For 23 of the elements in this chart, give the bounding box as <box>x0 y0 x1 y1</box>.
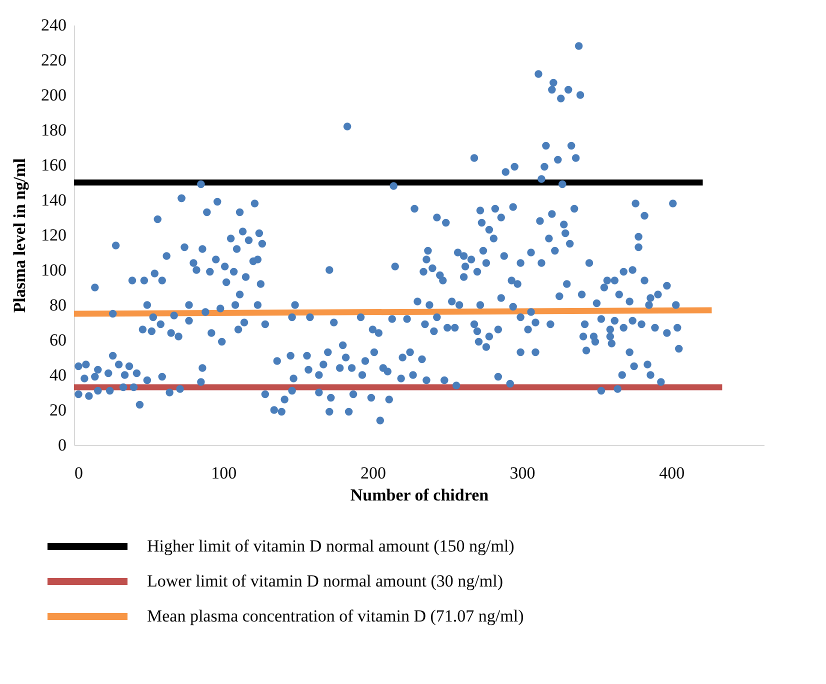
y-tick-label: 200 <box>41 86 66 104</box>
y-tick-label: 140 <box>41 190 66 210</box>
legend-label: Mean plasma concentration of vitamin D (71.07 ng/ml) <box>147 606 524 626</box>
y-tick-label: 40 <box>50 366 66 384</box>
x-tick-label: 0 <box>74 464 83 482</box>
x-tick-label: 300 <box>510 464 536 482</box>
y-tick-label: 80 <box>50 296 66 314</box>
y-tick-label: 0 <box>58 436 66 454</box>
x-tick-label: 400 <box>659 464 685 482</box>
x-tick-label: 200 <box>360 464 386 482</box>
y-tick-label: 160 <box>41 156 66 174</box>
legend-label: Lower limit of vitamin D normal amount (30 ng/ml) <box>147 572 503 590</box>
y-tick-label: 100 <box>41 260 66 280</box>
x-axis-title: Number of chidren <box>350 486 490 504</box>
x-tick-label: 100 <box>211 464 237 482</box>
legend-label: Higher limit of vitamin D normal amount (150 ng/ml) <box>147 536 514 556</box>
y-tick-label: 180 <box>41 120 66 140</box>
y-axis-title: Plasma level in ng/ml <box>10 158 29 313</box>
y-tick-label: 60 <box>50 330 66 350</box>
y-tick-label: 220 <box>41 50 66 70</box>
y-tick-label: 120 <box>41 226 66 244</box>
y-tick-label: 240 <box>41 16 66 34</box>
y-tick-label: 20 <box>50 400 66 420</box>
